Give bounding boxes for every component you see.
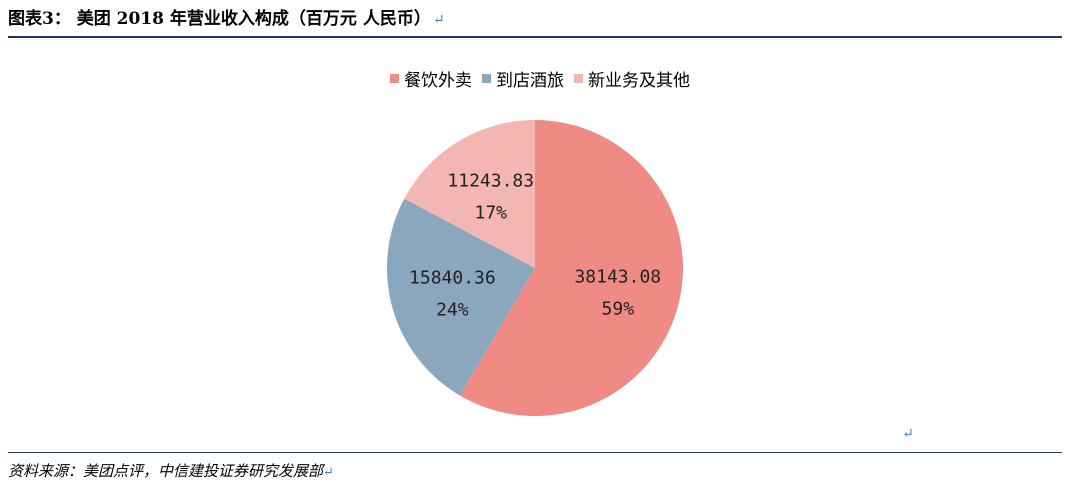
legend-item-in-store-hotel-travel: 到店酒旅 <box>482 66 564 91</box>
legend-label: 新业务及其他 <box>588 71 690 91</box>
chart-legend: 餐饮外卖 到店酒旅 新业务及其他 <box>0 66 1080 91</box>
slice-value-label: 11243.83 <box>447 170 534 191</box>
pie-slice-food-delivery <box>459 120 683 416</box>
return-mark-icon: ↵ <box>902 426 914 442</box>
legend-swatch <box>390 74 399 83</box>
top-divider <box>8 36 1062 38</box>
figure-title: 图表3： 美团 2018 年营业收入构成（百万元 人民币） ↵ <box>8 4 445 29</box>
figure-title-text: 图表3： 美团 2018 年营业收入构成（百万元 人民币） <box>8 9 431 29</box>
legend-item-food-delivery: 餐饮外卖 <box>390 66 472 91</box>
legend-swatch <box>574 74 583 83</box>
source-text: 资料来源：美团点评，中信建投证券研究发展部 <box>8 462 324 480</box>
slice-value-label: 15840.36 <box>409 267 496 288</box>
return-mark-icon: ↵ <box>323 465 334 480</box>
pie-slice-in-store-hotel-travel <box>387 198 535 396</box>
slice-percent-label: 17% <box>474 202 507 223</box>
slice-value-label: 38143.08 <box>574 267 661 288</box>
bottom-divider <box>8 452 1062 453</box>
slice-percent-label: 59% <box>602 299 635 320</box>
return-mark-icon: ↵ <box>432 12 445 28</box>
legend-label: 餐饮外卖 <box>404 71 472 91</box>
legend-swatch <box>482 74 491 83</box>
legend-item-new-initiatives: 新业务及其他 <box>574 66 690 91</box>
source-note: 资料来源：美团点评，中信建投证券研究发展部↵ <box>8 460 334 481</box>
legend-label: 到店酒旅 <box>496 71 564 91</box>
slice-percent-label: 24% <box>436 299 469 320</box>
pie-slice-new-initiatives <box>404 120 535 268</box>
